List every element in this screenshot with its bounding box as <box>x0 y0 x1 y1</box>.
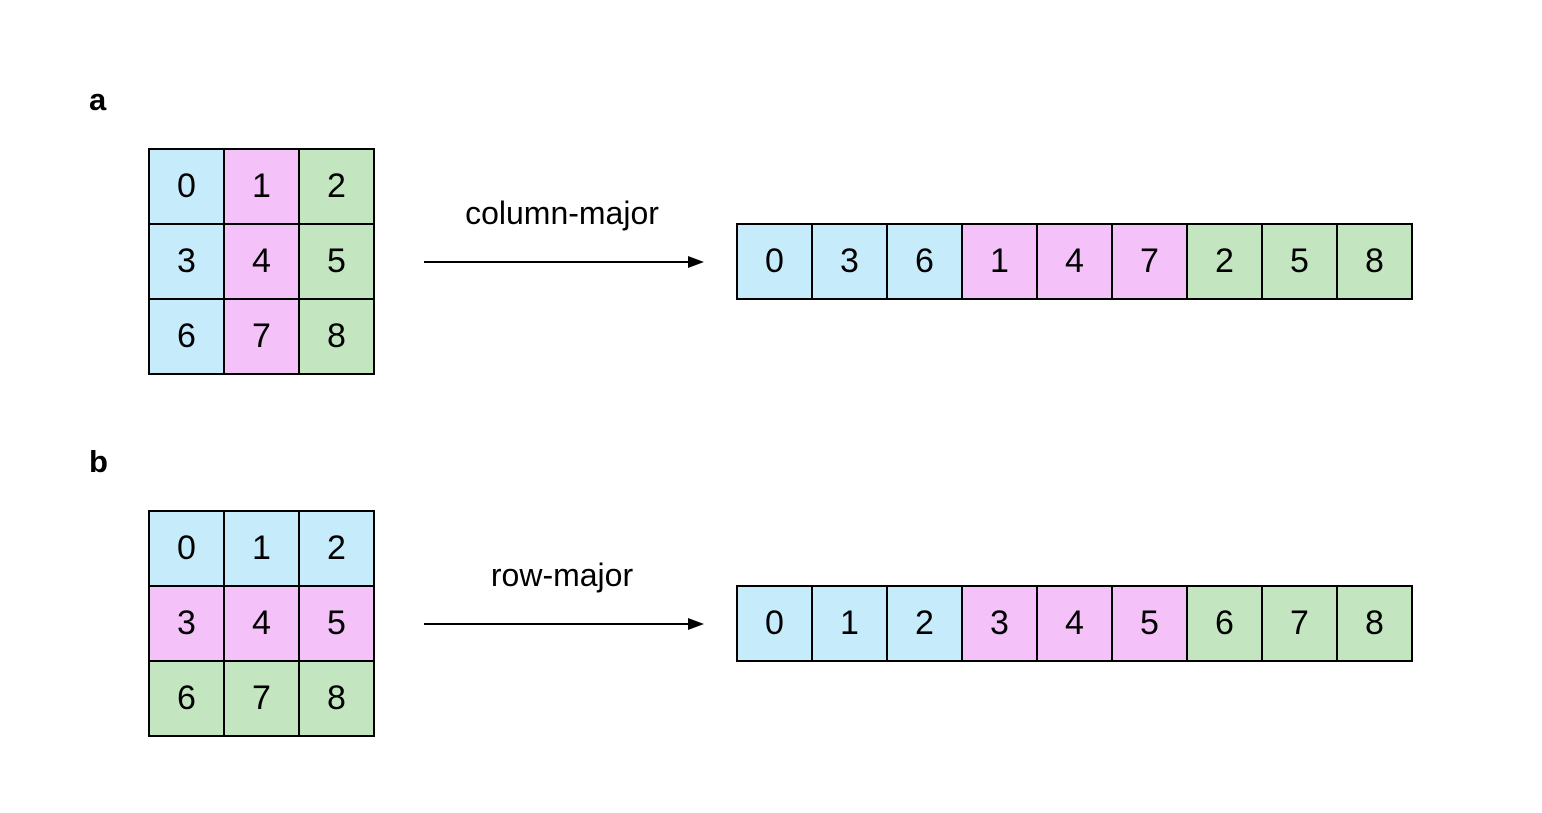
matrix-cell: 8 <box>300 662 375 737</box>
array-cell: 2 <box>1188 225 1263 300</box>
array-cell: 0 <box>738 225 813 300</box>
right-arrow-icon <box>424 618 704 630</box>
arrow-label: column-major <box>465 195 659 231</box>
matrix-cell: 2 <box>300 512 375 587</box>
panel-label: b <box>89 444 108 479</box>
array-cell: 1 <box>963 225 1038 300</box>
matrix-cell: 2 <box>300 150 375 225</box>
matrix-cell: 1 <box>225 150 300 225</box>
matrix-cell: 6 <box>150 300 225 375</box>
matrix-cell: 0 <box>150 150 225 225</box>
array-cell: 7 <box>1263 587 1338 662</box>
array-cell: 6 <box>888 225 963 300</box>
matrix-cell: 6 <box>150 662 225 737</box>
matrix-cell: 0 <box>150 512 225 587</box>
array-cell: 4 <box>1038 587 1113 662</box>
array-cell: 7 <box>1113 225 1188 300</box>
panel-label: a <box>89 82 107 117</box>
matrix-cell: 4 <box>225 587 300 662</box>
matrix-cell: 4 <box>225 225 300 300</box>
right-arrow-icon <box>424 256 704 268</box>
matrix-cell: 8 <box>300 300 375 375</box>
matrix-cell: 5 <box>300 587 375 662</box>
array-cell: 0 <box>738 587 813 662</box>
matrix-cell: 3 <box>150 225 225 300</box>
array-cell: 8 <box>1338 587 1413 662</box>
matrix-cell: 7 <box>225 300 300 375</box>
arrow-label: row-major <box>490 557 634 593</box>
matrix-cell: 3 <box>150 587 225 662</box>
matrix-cell: 7 <box>225 662 300 737</box>
matrix-cell: 5 <box>300 225 375 300</box>
array-cell: 2 <box>888 587 963 662</box>
array-cell: 5 <box>1263 225 1338 300</box>
array-cell: 8 <box>1338 225 1413 300</box>
array-cell: 5 <box>1113 587 1188 662</box>
array-cell: 4 <box>1038 225 1113 300</box>
array-cell: 3 <box>963 587 1038 662</box>
array-cell: 3 <box>813 225 888 300</box>
array-cell: 6 <box>1188 587 1263 662</box>
matrix-cell: 1 <box>225 512 300 587</box>
array-cell: 1 <box>813 587 888 662</box>
